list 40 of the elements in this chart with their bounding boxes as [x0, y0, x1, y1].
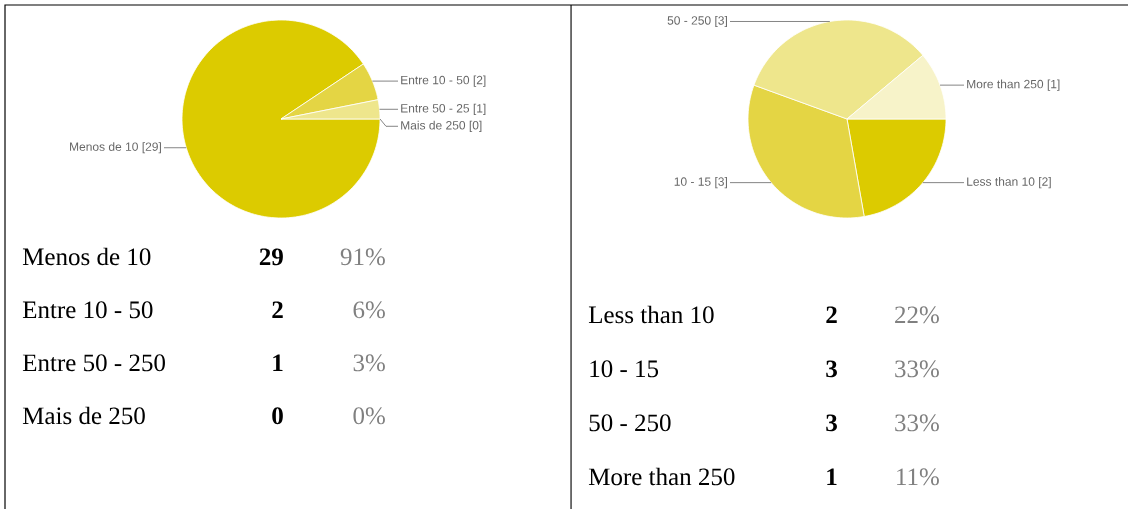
slice-label: Menos de 10	[70, 142, 138, 151]
text: 1	[273, 354, 283, 371]
data-label: [2]	[1039, 177, 1051, 189]
category-label: Less than 10	[588, 305, 714, 324]
category-label: More than 250	[588, 467, 735, 486]
category-label: 10 - 15	[590, 360, 659, 378]
legend-label: Mais de 250	[401, 120, 466, 130]
data-label: 91%	[340, 248, 385, 266]
text: [0]	[469, 120, 482, 132]
data-label: [1]	[1047, 79, 1060, 91]
data-label: [3]	[715, 15, 727, 28]
slice-label: 10 - 15	[674, 177, 711, 186]
data-label: 33%	[895, 360, 939, 378]
slice-label: Less than 10	[967, 177, 1035, 186]
data-label: 22%	[895, 306, 939, 324]
category-label: Entre 50 - 250	[22, 354, 165, 372]
data-label: 3%	[353, 354, 385, 372]
text: 0	[272, 407, 283, 425]
slice-label: Entre 10 - 50	[401, 75, 470, 85]
text: 1	[827, 468, 837, 485]
text: 2	[826, 306, 837, 323]
data-label: [3]	[715, 177, 727, 189]
text: 2	[272, 301, 283, 318]
data-label: 11%	[897, 468, 939, 486]
category-label: Entre 10 - 50	[22, 301, 153, 319]
data-label: [2]	[473, 75, 486, 87]
category-label: 50 - 250	[589, 414, 671, 432]
text: 29	[259, 248, 283, 266]
data-label: 6%	[353, 301, 385, 319]
data-label: [1]	[473, 103, 486, 115]
category-label: Menos de 10	[22, 247, 151, 266]
category-label: Mais de 250	[22, 406, 145, 425]
slice-label: Entre 50 - 25	[401, 104, 470, 113]
slice-label: More than 250	[967, 79, 1044, 89]
data-label: 33%	[895, 414, 939, 432]
data-label: 0%	[353, 407, 385, 425]
text: 3	[826, 414, 837, 432]
slice-label: 50 - 250	[667, 16, 711, 25]
data-label: [29]	[142, 142, 161, 154]
text: 3	[826, 360, 837, 378]
